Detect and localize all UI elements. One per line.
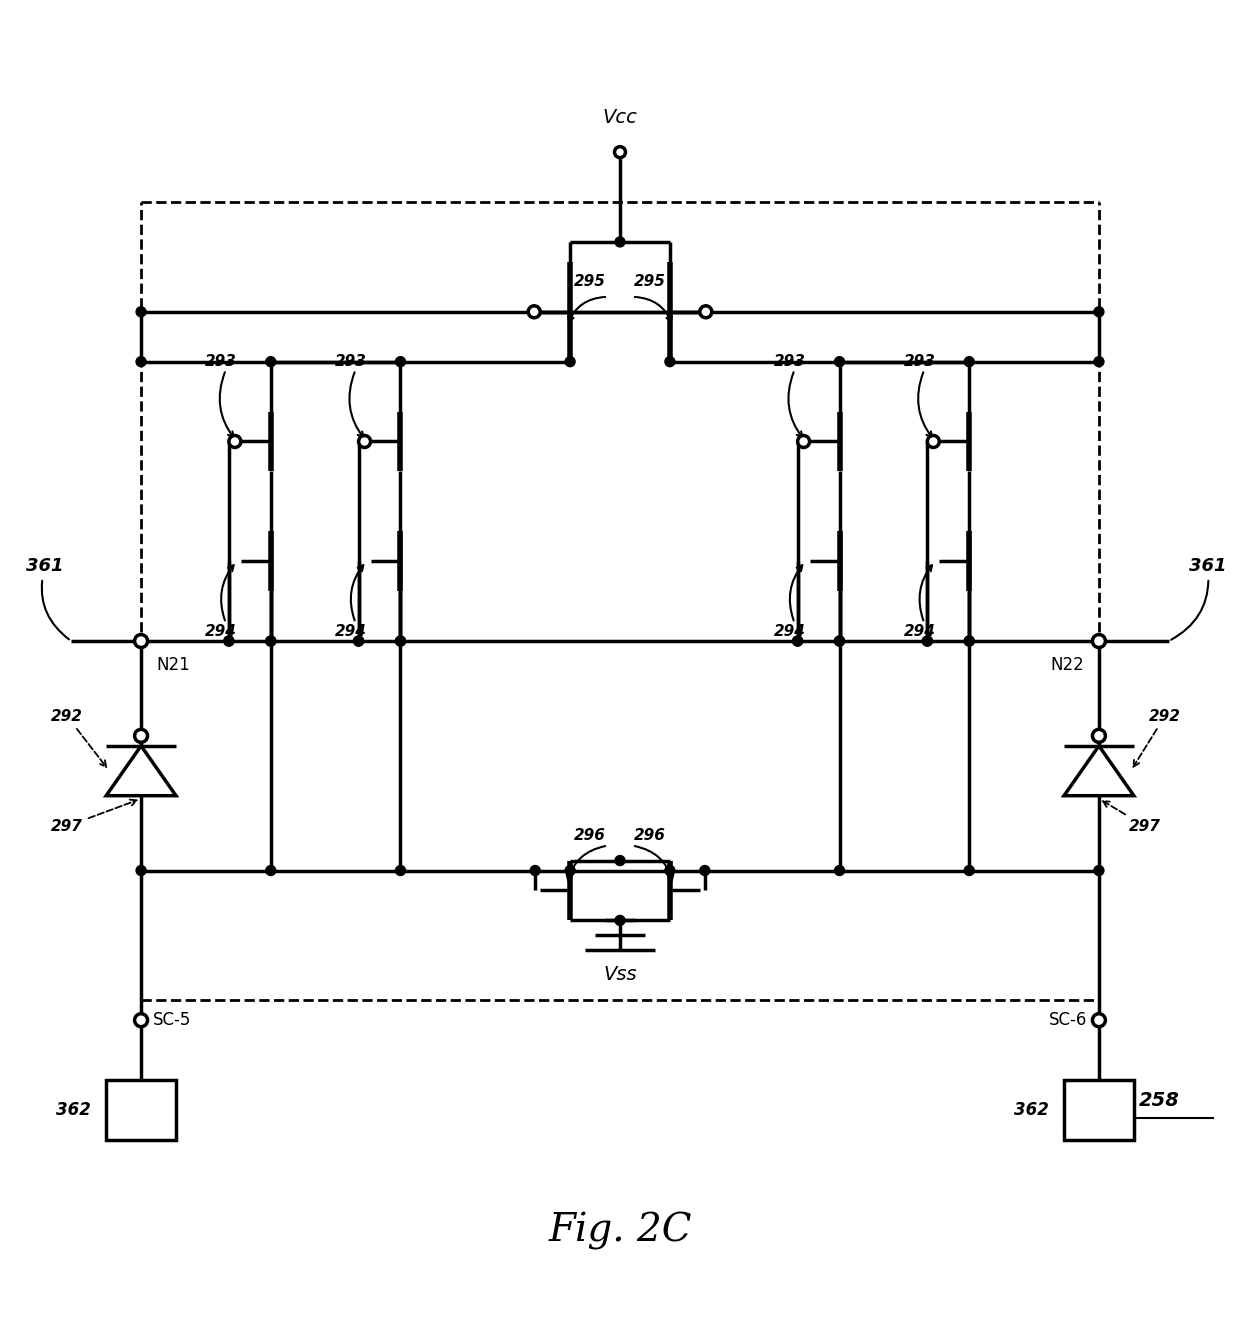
Circle shape <box>528 305 541 318</box>
Circle shape <box>353 635 363 646</box>
Text: Vss: Vss <box>603 966 637 984</box>
Circle shape <box>928 436 939 448</box>
Circle shape <box>965 635 975 646</box>
Text: 296: 296 <box>574 828 606 843</box>
Text: 362: 362 <box>56 1100 92 1119</box>
Circle shape <box>923 635 932 646</box>
Circle shape <box>135 1013 148 1026</box>
Circle shape <box>1094 865 1104 876</box>
Text: 294: 294 <box>205 624 237 638</box>
Text: 294: 294 <box>335 624 367 638</box>
Circle shape <box>665 865 675 876</box>
Text: 362: 362 <box>1014 1100 1049 1119</box>
Circle shape <box>615 856 625 865</box>
Text: 297: 297 <box>1104 801 1161 834</box>
Circle shape <box>699 305 712 318</box>
Circle shape <box>615 915 625 926</box>
Text: 294: 294 <box>904 624 935 638</box>
Circle shape <box>699 865 709 876</box>
Circle shape <box>965 635 975 646</box>
Circle shape <box>1092 1013 1105 1026</box>
Circle shape <box>224 635 234 646</box>
Text: 292: 292 <box>1133 709 1180 766</box>
Text: 293: 293 <box>205 354 237 369</box>
Text: SC-6: SC-6 <box>1049 1011 1087 1029</box>
Circle shape <box>396 635 405 646</box>
Circle shape <box>565 357 575 367</box>
Circle shape <box>136 357 146 367</box>
Circle shape <box>965 865 975 876</box>
Circle shape <box>835 357 844 367</box>
Circle shape <box>358 436 371 448</box>
Circle shape <box>265 865 275 876</box>
Circle shape <box>797 436 810 448</box>
Text: N22: N22 <box>1050 657 1084 674</box>
Circle shape <box>565 865 575 876</box>
Circle shape <box>965 357 975 367</box>
Text: Fig. 2C: Fig. 2C <box>548 1211 692 1250</box>
Text: 258: 258 <box>1138 1091 1179 1110</box>
Circle shape <box>923 635 932 646</box>
Text: 293: 293 <box>904 354 935 369</box>
Text: 293: 293 <box>335 354 367 369</box>
Circle shape <box>135 729 148 742</box>
Bar <box>107 1081 176 1140</box>
Circle shape <box>265 357 275 367</box>
Bar <box>1064 1081 1133 1140</box>
Circle shape <box>1094 306 1104 317</box>
Circle shape <box>136 306 146 317</box>
Circle shape <box>792 635 802 646</box>
Text: 295: 295 <box>634 275 666 289</box>
Text: 293: 293 <box>774 354 806 369</box>
Polygon shape <box>107 746 176 795</box>
Text: 297: 297 <box>51 799 136 834</box>
Circle shape <box>1092 729 1105 742</box>
Circle shape <box>224 635 234 646</box>
Text: SC-5: SC-5 <box>153 1011 191 1029</box>
Circle shape <box>1094 357 1104 367</box>
Circle shape <box>396 865 405 876</box>
Circle shape <box>135 634 148 647</box>
Text: N21: N21 <box>156 657 190 674</box>
Text: 294: 294 <box>774 624 806 638</box>
Circle shape <box>615 147 625 157</box>
Circle shape <box>665 357 675 367</box>
Circle shape <box>835 635 844 646</box>
Circle shape <box>615 236 625 247</box>
Circle shape <box>229 436 241 448</box>
Circle shape <box>396 635 405 646</box>
Text: 361: 361 <box>26 557 69 639</box>
Circle shape <box>353 635 363 646</box>
Text: 296: 296 <box>634 828 666 843</box>
Text: 292: 292 <box>51 709 107 768</box>
Text: Vcc: Vcc <box>603 108 637 127</box>
Circle shape <box>792 635 802 646</box>
Circle shape <box>265 635 275 646</box>
Text: 295: 295 <box>574 275 606 289</box>
Circle shape <box>396 357 405 367</box>
Circle shape <box>1092 634 1105 647</box>
Text: 361: 361 <box>1172 557 1226 639</box>
Circle shape <box>531 865 541 876</box>
Circle shape <box>835 865 844 876</box>
Circle shape <box>136 865 146 876</box>
Circle shape <box>265 635 275 646</box>
Circle shape <box>835 635 844 646</box>
Polygon shape <box>1064 746 1133 795</box>
